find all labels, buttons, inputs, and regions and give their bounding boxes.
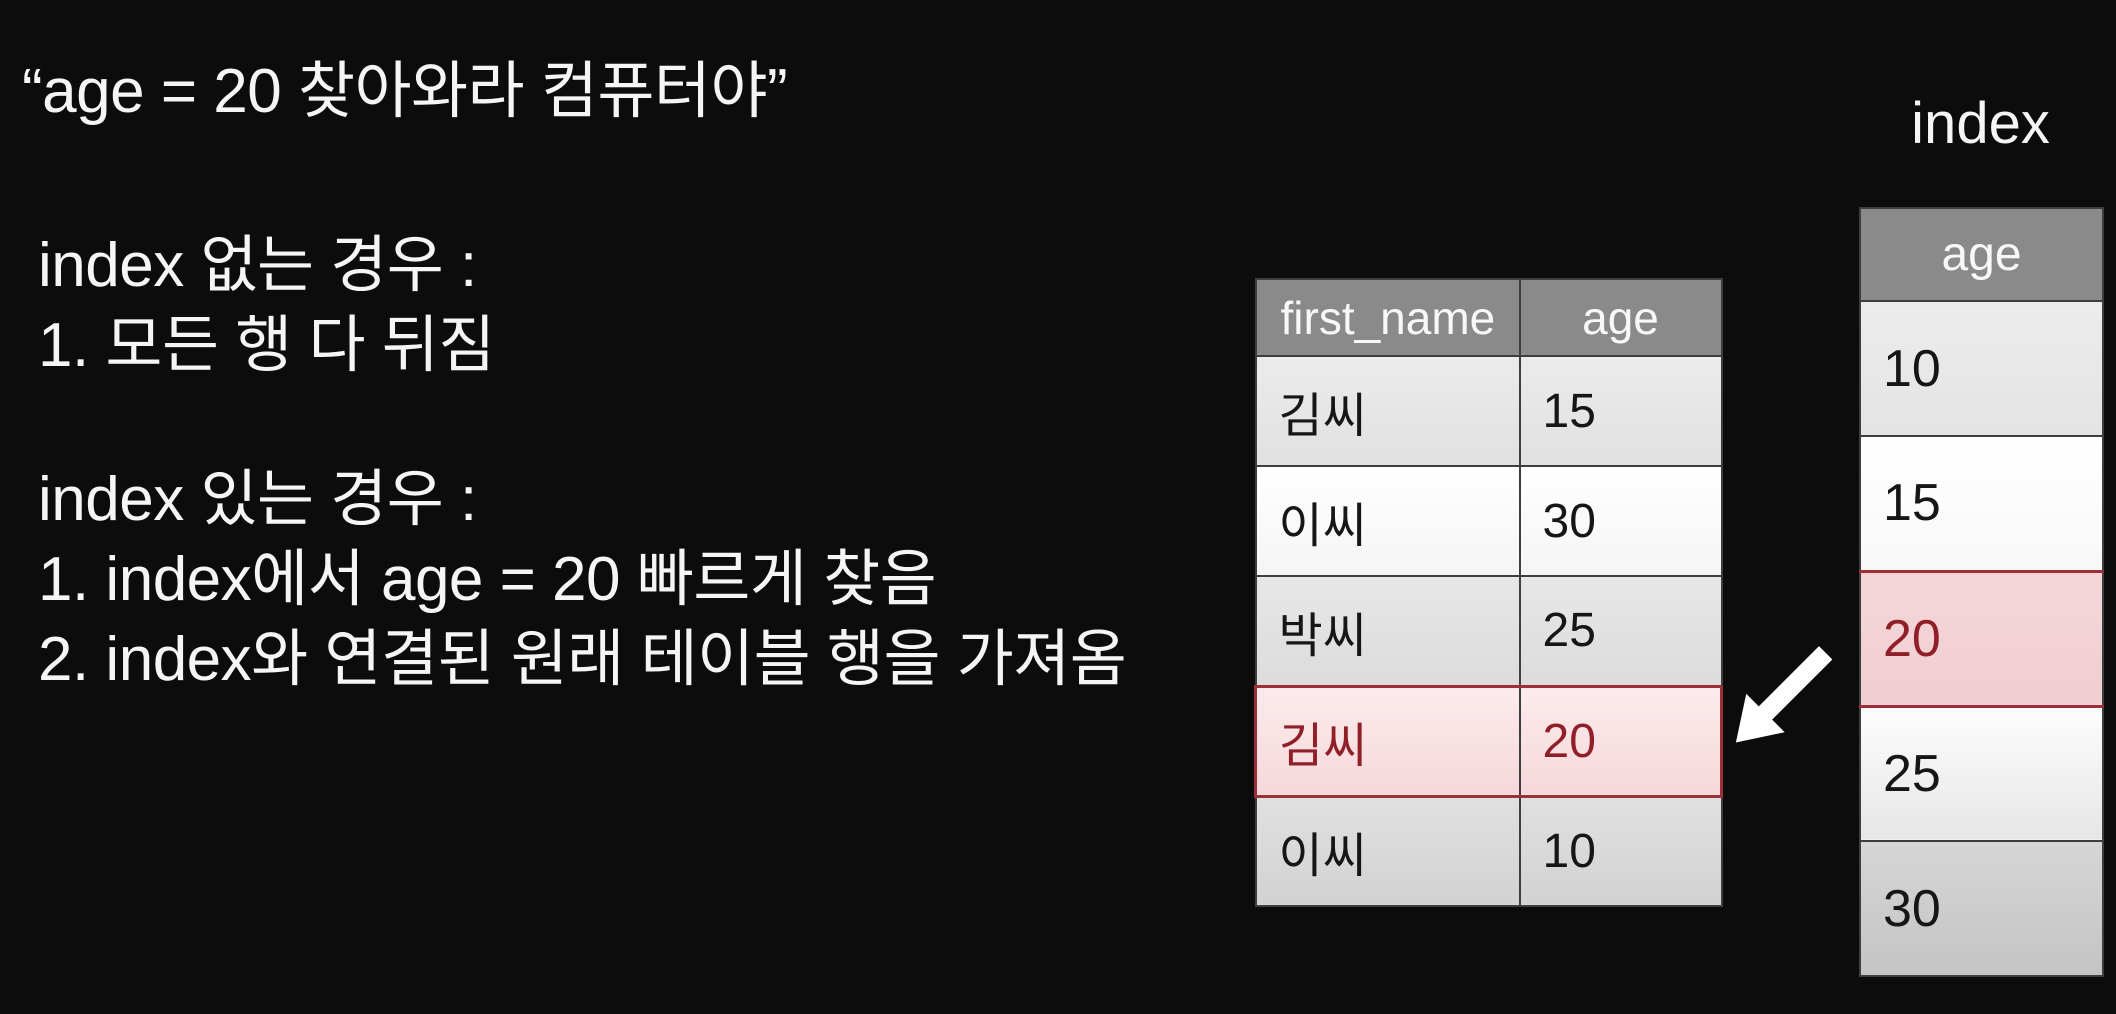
index-cell-age: 15 [1859, 435, 2104, 572]
index-title: index [1911, 91, 2050, 156]
index-row-highlighted: 20 [1859, 569, 2104, 708]
no-index-heading: index 없는 경우 : [38, 231, 477, 300]
quote-line: “age = 20 찾아와라 컴퓨터야” [22, 57, 788, 126]
no-index-step-1: 1. 모든 행 다 뒤짐 [38, 311, 495, 380]
index-row: 15 [1859, 435, 2104, 572]
cell-first-name: 이씨 [1254, 795, 1521, 907]
cell-age: 25 [1518, 575, 1723, 687]
index-row: 10 [1859, 300, 2104, 437]
cell-first-name: 박씨 [1254, 575, 1521, 687]
header-first-name: first_name [1254, 278, 1521, 357]
table-row: 김씨 15 [1254, 355, 1723, 467]
index-cell-age: 30 [1859, 840, 2104, 977]
data-table: first_name age 김씨 15 이씨 30 박씨 25 김씨 20 이 [1254, 278, 1723, 907]
cell-first-name: 김씨 [1254, 684, 1521, 798]
index-cell-age: 10 [1859, 300, 2104, 437]
no-index-group: index 없는 경우 : 1. 모든 행 다 뒤짐 [38, 226, 495, 386]
with-index-step-2: 2. index와 연결된 원래 테이블 행을 가져옴 [38, 625, 1127, 694]
with-index-step-1: 1. index에서 age = 20 빠르게 찾음 [38, 545, 937, 614]
table-row: 이씨 30 [1254, 465, 1723, 577]
cell-age: 30 [1518, 465, 1723, 577]
header-age: age [1518, 278, 1723, 357]
cell-age: 20 [1518, 684, 1723, 798]
cell-first-name: 이씨 [1254, 465, 1521, 577]
index-table: age 10 15 20 25 30 [1859, 207, 2104, 977]
index-header-row: age [1859, 207, 2104, 302]
cell-age: 10 [1518, 795, 1723, 907]
table-row: 이씨 10 [1254, 795, 1723, 907]
cell-first-name: 김씨 [1254, 355, 1521, 467]
table-header-row: first_name age [1254, 278, 1723, 357]
table-row: 박씨 25 [1254, 575, 1723, 687]
link-arrow [1722, 634, 1850, 754]
with-index-heading: index 있는 경우 : [38, 465, 477, 534]
with-index-group: index 있는 경우 : 1. index에서 age = 20 빠르게 찾음… [38, 460, 1127, 700]
index-cell-age: 20 [1859, 569, 2104, 708]
index-row: 30 [1859, 840, 2104, 977]
index-cell-age: 25 [1859, 705, 2104, 842]
index-row: 25 [1859, 705, 2104, 842]
table-row-highlighted: 김씨 20 [1254, 684, 1723, 798]
index-header-age: age [1859, 207, 2104, 302]
arrow-down-left-icon [1735, 646, 1833, 743]
cell-age: 15 [1518, 355, 1723, 467]
